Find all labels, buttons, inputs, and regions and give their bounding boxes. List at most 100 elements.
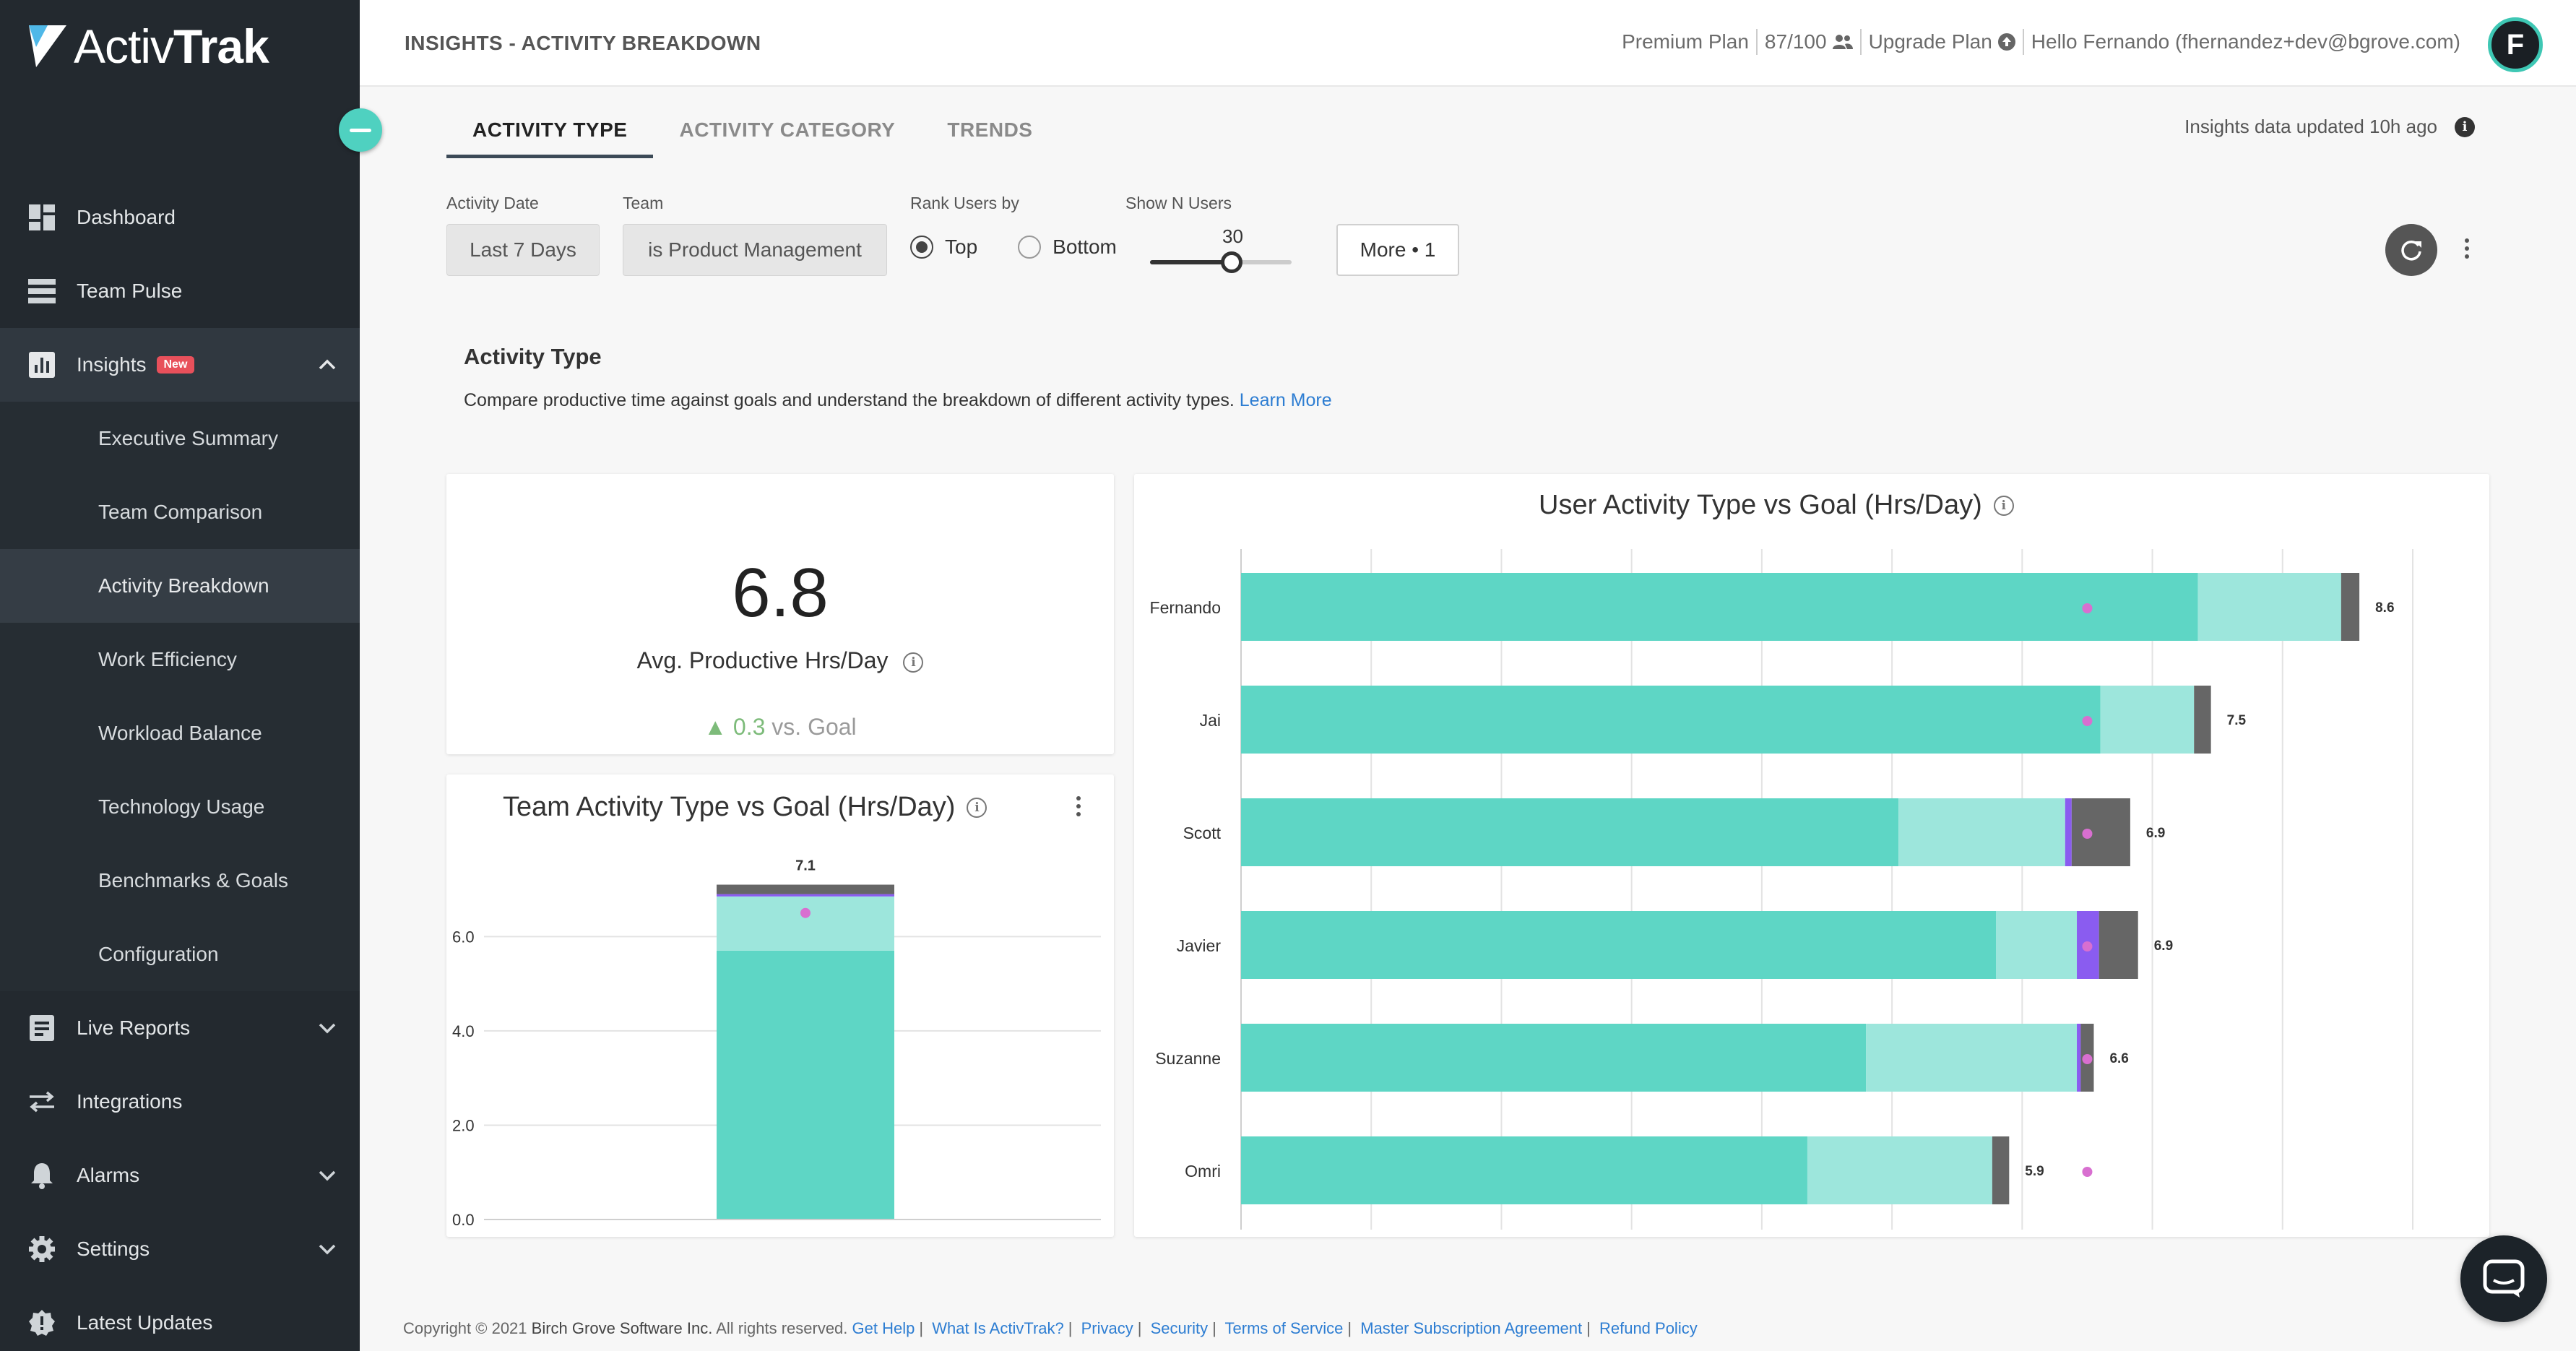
footer-link-get-help[interactable]: Get Help bbox=[852, 1319, 915, 1337]
y-tick-label: 0.0 bbox=[452, 1211, 475, 1229]
chevron-down-icon[interactable] bbox=[316, 1238, 338, 1260]
footer-link-msa[interactable]: Master Subscription Agreement bbox=[1360, 1319, 1583, 1337]
info-icon[interactable]: i bbox=[903, 652, 924, 673]
sidebar-item-label: Activity Breakdown bbox=[98, 574, 269, 597]
chat-button[interactable] bbox=[2460, 1235, 2547, 1322]
copyright: Copyright © 2021 bbox=[403, 1319, 527, 1337]
rank-bottom-radio[interactable] bbox=[1018, 236, 1042, 259]
info-icon[interactable]: i bbox=[2455, 116, 2475, 137]
show-n-users-label: Show N Users bbox=[1125, 194, 1232, 212]
more-filters-button[interactable]: More • 1 bbox=[1336, 224, 1459, 276]
goal-marker bbox=[2082, 941, 2093, 951]
learn-more-link[interactable]: Learn More bbox=[1239, 390, 1332, 410]
sidebar-item-live-reports[interactable]: Live Reports bbox=[0, 991, 360, 1065]
tab-bar: ACTIVITY TYPE ACTIVITY CATEGORY TRENDS bbox=[446, 107, 1058, 158]
activity-date-label: Activity Date bbox=[446, 194, 539, 212]
footer-link-refund[interactable]: Refund Policy bbox=[1599, 1319, 1698, 1337]
refresh-button[interactable] bbox=[2385, 224, 2437, 276]
data-label: 7.5 bbox=[2227, 713, 2247, 728]
y-tick-label: Jai bbox=[1200, 711, 1221, 730]
sidebar-item-label: Team Comparison bbox=[98, 501, 263, 523]
triangle-up-icon: ▲ bbox=[704, 714, 727, 740]
sidebar-item-work-efficiency[interactable]: Work Efficiency bbox=[0, 623, 360, 696]
data-label: 7.1 bbox=[795, 858, 816, 874]
sidebar-item-label: Configuration bbox=[98, 943, 219, 965]
sidebar-item-technology-usage[interactable]: Technology Usage bbox=[0, 770, 360, 844]
bar-segment bbox=[2065, 798, 2072, 866]
company-name: Birch Grove Software Inc. bbox=[531, 1319, 713, 1337]
bar-segment bbox=[1996, 911, 2078, 979]
sidebar-item-team-comparison[interactable]: Team Comparison bbox=[0, 475, 360, 549]
sidebar-item-label: Benchmarks & Goals bbox=[98, 869, 288, 892]
sidebar-item-team-pulse[interactable]: Team Pulse bbox=[0, 254, 360, 328]
sidebar-item-workload-balance[interactable]: Workload Balance bbox=[0, 696, 360, 770]
section-description: Compare productive time against goals an… bbox=[464, 390, 1332, 411]
bar-segment bbox=[1992, 1136, 2010, 1204]
bar-segment bbox=[717, 950, 894, 1220]
chart-title-row: Team Activity Type vs Goal (Hrs/Day) i bbox=[503, 792, 987, 823]
chevron-down-icon[interactable] bbox=[316, 1017, 338, 1039]
footer-link-what-is[interactable]: What Is ActivTrak? bbox=[932, 1319, 1064, 1337]
sidebar: ActivTrak Dashboard Team Pulse Insights … bbox=[0, 0, 382, 1351]
slider-thumb[interactable] bbox=[1221, 251, 1242, 273]
chevron-up-icon[interactable] bbox=[316, 354, 338, 376]
sidebar-item-insights[interactable]: Insights New bbox=[0, 328, 360, 402]
arrow-up-circle-icon bbox=[1997, 33, 2015, 51]
users-icon bbox=[1832, 35, 1853, 49]
more-options-icon[interactable] bbox=[2463, 238, 2471, 259]
activtrak-logo[interactable]: ActivTrak bbox=[26, 20, 269, 73]
insights-icon bbox=[27, 350, 56, 379]
brand-part2: Trak bbox=[173, 20, 269, 73]
activity-date-filter[interactable]: Last 7 Days bbox=[446, 224, 600, 276]
live-reports-icon bbox=[27, 1014, 56, 1043]
data-label: 6.9 bbox=[2154, 938, 2173, 954]
footer: Copyright © 2021 Birch Grove Software In… bbox=[403, 1319, 1698, 1337]
footer-link-security[interactable]: Security bbox=[1150, 1319, 1209, 1337]
sidebar-item-label: Live Reports bbox=[77, 1017, 191, 1039]
data-label: 6.9 bbox=[2146, 826, 2165, 841]
kpi-value: 6.8 bbox=[732, 554, 829, 631]
sidebar-nav: Dashboard Team Pulse Insights New Execut… bbox=[0, 181, 360, 1351]
tab-trends[interactable]: TRENDS bbox=[947, 118, 1033, 141]
footer-link-privacy[interactable]: Privacy bbox=[1081, 1319, 1133, 1337]
team-filter[interactable]: is Product Management bbox=[623, 224, 887, 276]
sidebar-item-label: Insights bbox=[77, 353, 147, 376]
chat-icon bbox=[2483, 1259, 2525, 1298]
chart-menu-icon[interactable] bbox=[1075, 796, 1082, 816]
rank-top-radio[interactable] bbox=[910, 236, 933, 259]
y-tick-label: Javier bbox=[1177, 936, 1222, 955]
tab-activity-category[interactable]: ACTIVITY CATEGORY bbox=[679, 118, 896, 141]
goal-marker bbox=[2082, 829, 2093, 839]
bell-icon bbox=[27, 1161, 56, 1190]
divider bbox=[1755, 29, 1758, 55]
team-pulse-icon bbox=[27, 277, 56, 306]
user-greeting[interactable]: Hello Fernando (fhernandez+dev@bgrove.co… bbox=[2031, 30, 2460, 53]
sidebar-item-activity-breakdown[interactable]: Activity Breakdown bbox=[0, 549, 360, 623]
sidebar-item-settings[interactable]: Settings bbox=[0, 1212, 360, 1286]
avatar[interactable]: F bbox=[2488, 17, 2543, 72]
bar-segment bbox=[2341, 573, 2360, 641]
sidebar-item-alarms[interactable]: Alarms bbox=[0, 1139, 360, 1212]
info-icon[interactable]: i bbox=[967, 797, 987, 818]
collapse-sidebar-button[interactable] bbox=[339, 108, 382, 152]
logo-mark-icon bbox=[29, 25, 66, 67]
sidebar-item-latest-updates[interactable]: Latest Updates bbox=[0, 1286, 360, 1351]
upgrade-plan-link[interactable]: Upgrade Plan bbox=[1868, 30, 1992, 53]
tab-activity-type[interactable]: ACTIVITY TYPE bbox=[446, 107, 654, 158]
data-updated-status: Insights data updated 10h ago i bbox=[2184, 116, 2475, 138]
info-icon[interactable]: i bbox=[1993, 495, 2014, 516]
footer-link-terms[interactable]: Terms of Service bbox=[1224, 1319, 1344, 1337]
sidebar-item-integrations[interactable]: Integrations bbox=[0, 1065, 360, 1139]
chevron-down-icon[interactable] bbox=[316, 1165, 338, 1186]
sidebar-item-executive-summary[interactable]: Executive Summary bbox=[0, 402, 360, 475]
sidebar-item-benchmarks-goals[interactable]: Benchmarks & Goals bbox=[0, 844, 360, 918]
rank-users-label: Rank Users by bbox=[910, 194, 1019, 212]
plan-label: Premium Plan bbox=[1622, 30, 1749, 53]
y-tick-label: Omri bbox=[1185, 1162, 1221, 1180]
bar-segment bbox=[2077, 1024, 2081, 1092]
kpi-delta-suffix: vs. Goal bbox=[771, 714, 857, 740]
sidebar-item-dashboard[interactable]: Dashboard bbox=[0, 181, 360, 254]
show-n-users-slider[interactable]: 30 bbox=[1150, 225, 1292, 273]
sidebar-item-configuration[interactable]: Configuration bbox=[0, 918, 360, 991]
bar-segment bbox=[1241, 1136, 1807, 1204]
